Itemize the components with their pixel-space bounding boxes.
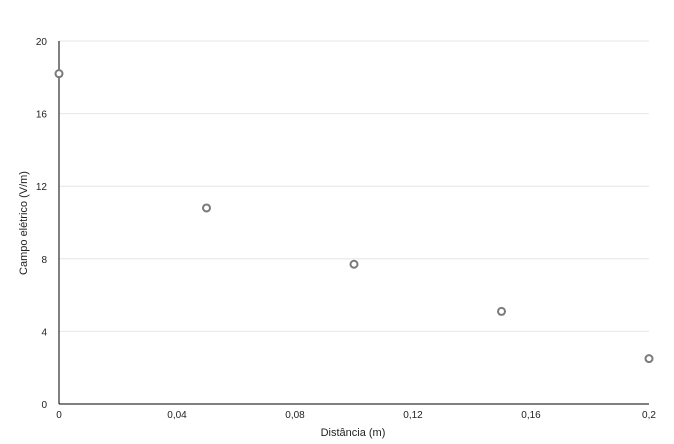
y-tick-label-4: 16	[36, 110, 48, 121]
y-tick-label-2: 8	[41, 255, 47, 266]
y-tick-label-1: 4	[41, 327, 47, 338]
x-tick-label-2: 0,08	[285, 410, 305, 421]
data-point-0-4	[644, 354, 654, 364]
x-tick-label-5: 0,2	[642, 410, 656, 421]
grid-lines	[59, 40, 649, 332]
x-tick-labels: 0 0,04 0,08 0,12 0,16 0,2	[56, 410, 656, 421]
data-point-0-1	[202, 203, 211, 213]
data-point-0-2	[349, 259, 359, 269]
x-tick-label-3: 0,12	[403, 410, 423, 421]
y-axis-label: Campo elétrico (V/m)	[18, 171, 30, 275]
axes	[58, 41, 649, 405]
y-tick-labels: 0 4 8 12 16 20	[36, 37, 48, 411]
x-tick-label-4: 0,16	[521, 410, 541, 421]
x-tick-label-1: 0,04	[167, 410, 187, 421]
y-tick-label-5: 20	[36, 37, 48, 48]
data-point-0-3	[497, 306, 506, 316]
y-tick-label-3: 12	[36, 182, 48, 193]
data-point-0-0	[54, 69, 64, 79]
x-tick-label-0: 0	[56, 410, 62, 421]
x-axis-label: Distância (m)	[321, 427, 386, 439]
data-points	[54, 69, 654, 364]
y-tick-label-0: 0	[41, 400, 47, 411]
